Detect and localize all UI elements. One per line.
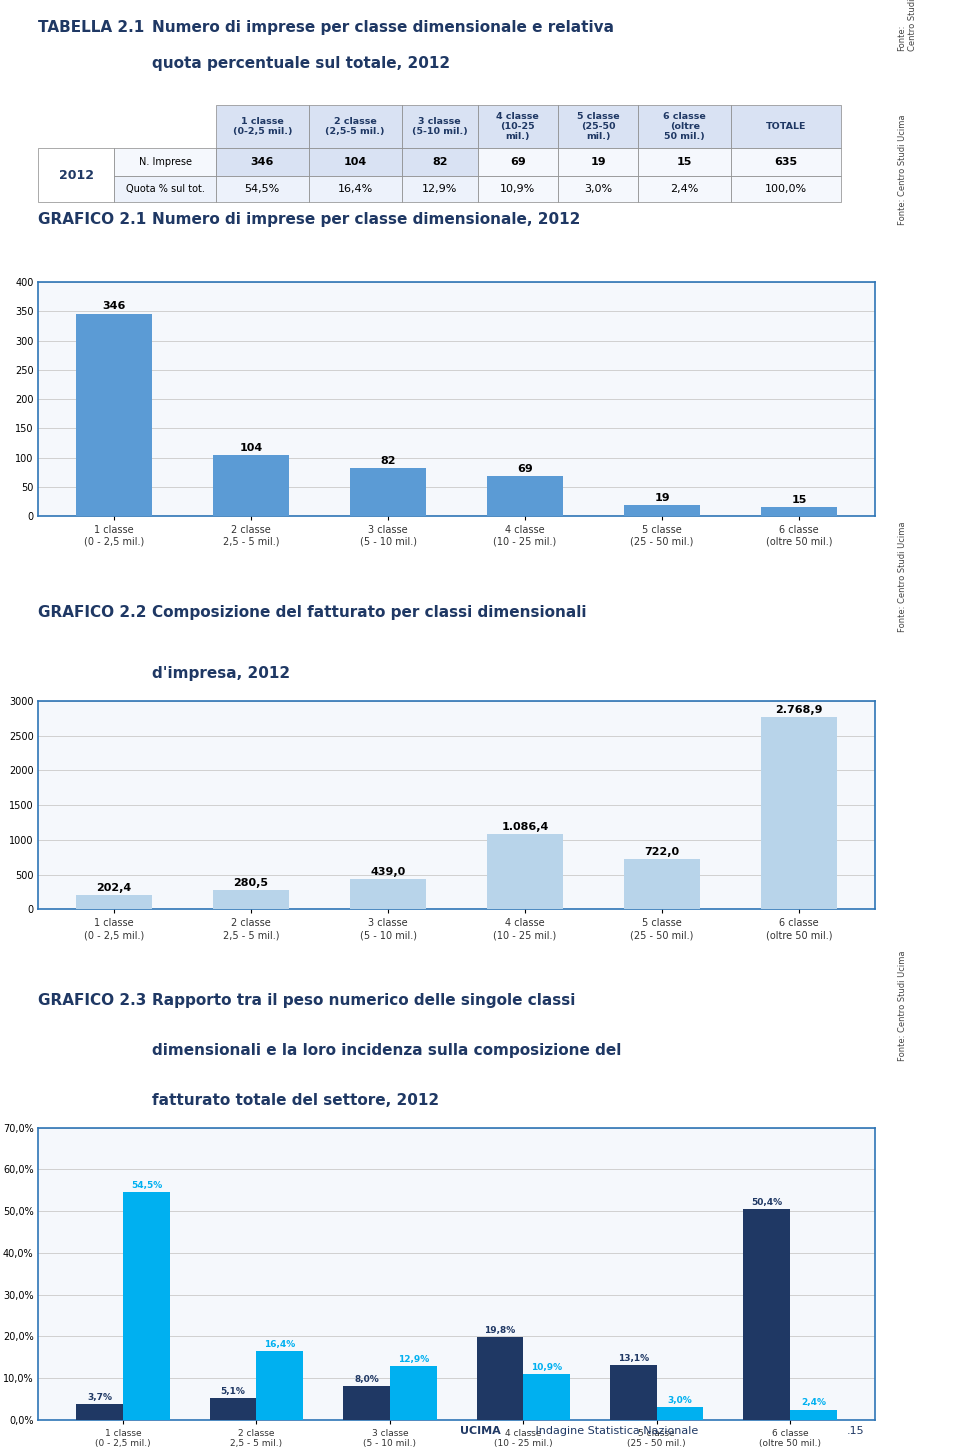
- Text: fatturato totale del settore, 2012: fatturato totale del settore, 2012: [153, 1093, 440, 1109]
- Text: 15: 15: [677, 157, 692, 167]
- Text: Fonte: Centro Studi Ucima: Fonte: Centro Studi Ucima: [898, 115, 906, 225]
- Text: 5 classe
(25-50
mil.): 5 classe (25-50 mil.): [577, 112, 619, 141]
- Text: 635: 635: [775, 157, 798, 167]
- Text: N. Imprese: N. Imprese: [138, 157, 192, 167]
- Text: TOTALE: TOTALE: [766, 122, 806, 131]
- FancyBboxPatch shape: [114, 176, 216, 202]
- Text: 2012: 2012: [59, 169, 94, 182]
- Text: Fonte:
Centro Studi Ucima: Fonte: Centro Studi Ucima: [898, 0, 917, 51]
- Text: 69: 69: [510, 157, 526, 167]
- FancyBboxPatch shape: [401, 148, 478, 176]
- Text: 54,5%: 54,5%: [245, 185, 280, 193]
- FancyBboxPatch shape: [309, 105, 401, 148]
- Text: dimensionali e la loro incidenza sulla composizione del: dimensionali e la loro incidenza sulla c…: [153, 1043, 622, 1058]
- Text: 10,9%: 10,9%: [500, 185, 536, 193]
- Text: d'impresa, 2012: d'impresa, 2012: [153, 665, 291, 681]
- Text: Fonte: Centro Studi Ucima: Fonte: Centro Studi Ucima: [898, 950, 906, 1061]
- Text: Composizione del fatturato per classi dimensionali: Composizione del fatturato per classi di…: [153, 604, 587, 620]
- Text: GRAFICO 2.3: GRAFICO 2.3: [38, 992, 147, 1008]
- FancyBboxPatch shape: [732, 176, 841, 202]
- Text: UCIMA: UCIMA: [460, 1425, 500, 1436]
- Text: Fonte: Centro Studi Ucima: Fonte: Centro Studi Ucima: [898, 522, 906, 632]
- Text: GRAFICO 2.2: GRAFICO 2.2: [38, 604, 147, 620]
- FancyBboxPatch shape: [216, 105, 309, 148]
- Text: 3 classe
(5-10 mil.): 3 classe (5-10 mil.): [412, 116, 468, 137]
- FancyBboxPatch shape: [309, 148, 401, 176]
- FancyBboxPatch shape: [478, 176, 558, 202]
- FancyBboxPatch shape: [216, 176, 309, 202]
- Text: quota percentuale sul totale, 2012: quota percentuale sul totale, 2012: [153, 55, 450, 71]
- Text: 2 classe
(2,5-5 mil.): 2 classe (2,5-5 mil.): [325, 116, 385, 137]
- Text: 12,9%: 12,9%: [422, 185, 457, 193]
- Text: 3,0%: 3,0%: [584, 185, 612, 193]
- Text: .15: .15: [847, 1425, 864, 1436]
- FancyBboxPatch shape: [638, 148, 732, 176]
- Text: 346: 346: [251, 157, 274, 167]
- Text: Quota % sul tot.: Quota % sul tot.: [126, 185, 204, 193]
- FancyBboxPatch shape: [478, 105, 558, 148]
- Text: 19: 19: [590, 157, 606, 167]
- Text: 4 classe
(10-25
mil.): 4 classe (10-25 mil.): [496, 112, 540, 141]
- Text: 2,4%: 2,4%: [670, 185, 699, 193]
- Text: GRAFICO 2.1: GRAFICO 2.1: [38, 212, 147, 227]
- FancyBboxPatch shape: [114, 148, 216, 176]
- Text: 16,4%: 16,4%: [338, 185, 372, 193]
- Text: 104: 104: [344, 157, 367, 167]
- FancyBboxPatch shape: [732, 148, 841, 176]
- Text: 100,0%: 100,0%: [765, 185, 807, 193]
- FancyBboxPatch shape: [732, 105, 841, 148]
- FancyBboxPatch shape: [638, 176, 732, 202]
- FancyBboxPatch shape: [401, 105, 478, 148]
- FancyBboxPatch shape: [478, 148, 558, 176]
- Text: 6 classe
(oltre
50 mil.): 6 classe (oltre 50 mil.): [663, 112, 706, 141]
- Text: Numero di imprese per classe dimensionale, 2012: Numero di imprese per classe dimensional…: [153, 212, 581, 227]
- Text: Numero di imprese per classe dimensionale e relativa: Numero di imprese per classe dimensional…: [153, 20, 614, 35]
- Text: TABELLA 2.1: TABELLA 2.1: [38, 20, 145, 35]
- FancyBboxPatch shape: [38, 148, 114, 202]
- Text: 82: 82: [432, 157, 447, 167]
- FancyBboxPatch shape: [401, 176, 478, 202]
- FancyBboxPatch shape: [309, 176, 401, 202]
- Text: - Indagine Statistica Nazionale: - Indagine Statistica Nazionale: [528, 1425, 698, 1436]
- FancyBboxPatch shape: [216, 148, 309, 176]
- FancyBboxPatch shape: [638, 105, 732, 148]
- Text: Rapporto tra il peso numerico delle singole classi: Rapporto tra il peso numerico delle sing…: [153, 992, 576, 1008]
- Text: 1 classe
(0-2,5 mil.): 1 classe (0-2,5 mil.): [232, 116, 292, 137]
- FancyBboxPatch shape: [558, 176, 638, 202]
- FancyBboxPatch shape: [558, 105, 638, 148]
- FancyBboxPatch shape: [558, 148, 638, 176]
